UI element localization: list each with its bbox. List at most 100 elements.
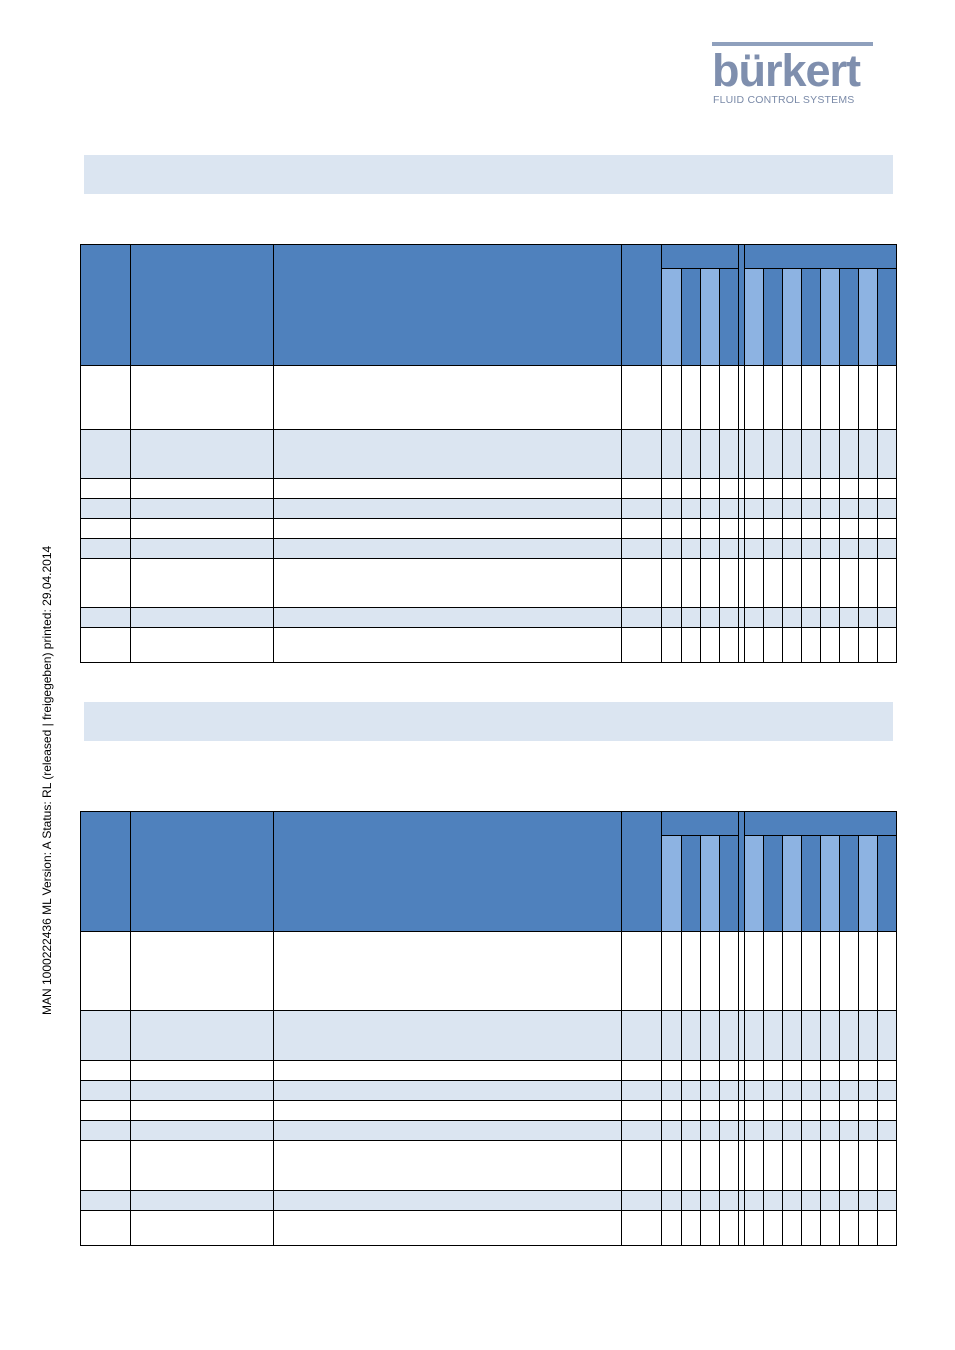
table-cell [79,1190,132,1211]
section-1-title [84,155,893,175]
table-cell [680,1100,701,1121]
header-group-b [743,811,898,836]
table-cell [660,1190,682,1211]
table-cell [273,1100,622,1121]
table-cell [620,1100,662,1121]
table-cell [620,538,662,559]
table-cell [718,1210,739,1246]
table-cell [781,365,802,430]
table-cell [130,365,275,430]
table-cell [857,429,878,479]
header-cell [620,244,662,366]
table-cell [699,1140,720,1191]
table-cell [79,931,132,1011]
table-cell [718,478,739,499]
table-cell [680,1010,701,1061]
table-cell [838,1010,859,1061]
table-cell [762,365,783,430]
table-cell [660,538,682,559]
table-cell [857,365,878,430]
table-cell [857,1120,878,1141]
table-cell [660,498,682,519]
table-row [79,478,898,499]
table-cell [718,429,739,479]
table-cell [838,1190,859,1211]
table-cell [273,1120,622,1141]
table-cell [781,1080,802,1101]
table-cell [130,1010,275,1061]
table-cell [857,607,878,628]
table-cell [699,627,720,663]
table-row [79,429,898,479]
table-row [79,498,898,519]
table-cell [743,1010,764,1061]
table-cell [800,478,821,499]
header-cell [79,244,132,366]
table-cell [762,498,783,519]
table-row [79,518,898,539]
table-cell [699,1060,720,1081]
subheader-cell [876,835,898,932]
table-row [79,607,898,628]
table-cell [857,1080,878,1101]
table-cell [762,1080,783,1101]
table-cell [743,931,764,1011]
table-row [79,1140,898,1191]
table-cell [781,498,802,519]
table-row [79,1210,898,1246]
section-2-title [84,702,893,722]
table-cell [762,518,783,539]
subheader-cell [838,268,859,366]
table-cell [762,1100,783,1121]
subheader-cell [800,268,821,366]
table-cell [273,627,622,663]
table-cell [876,627,898,663]
table-cell [781,931,802,1011]
subheader-cell [781,835,802,932]
table-cell [680,1190,701,1211]
table-cell [660,1080,682,1101]
table-cell [620,1140,662,1191]
table-cell [660,429,682,479]
table-cell [838,498,859,519]
table-cell [699,1100,720,1121]
table-cell [876,429,898,479]
table-cell [743,607,764,628]
table-cell [273,558,622,608]
table-cell [838,1120,859,1141]
table-cell [680,627,701,663]
table-cell [781,478,802,499]
table-cell [718,1140,739,1191]
table-cell [800,1060,821,1081]
table-cell [680,478,701,499]
table-1-subheader-row [81,268,898,366]
logo-tagline: FLUID CONTROL SYSTEMS [713,94,855,106]
table-cell [781,1120,802,1141]
table-cell [819,607,840,628]
table-row [79,1060,898,1081]
table-cell [273,538,622,559]
table-cell [680,607,701,628]
table-cell [660,558,682,608]
table-cell [743,518,764,539]
table-cell [130,558,275,608]
table-cell [718,1190,739,1211]
header-cell [273,244,622,366]
table-cell [781,538,802,559]
table-cell [743,429,764,479]
table-cell [819,558,840,608]
table-cell [660,607,682,628]
table-cell [743,1210,764,1246]
table-cell [781,1190,802,1211]
table-cell [876,1120,898,1141]
table-cell [660,1120,682,1141]
table-cell [718,538,739,559]
table-row [79,1190,898,1211]
table-cell [660,1010,682,1061]
table-cell [876,518,898,539]
header-group-a [660,811,739,836]
table-cell [718,365,739,430]
subheader-cell [762,835,783,932]
table-cell [273,931,622,1011]
table-cell [660,627,682,663]
